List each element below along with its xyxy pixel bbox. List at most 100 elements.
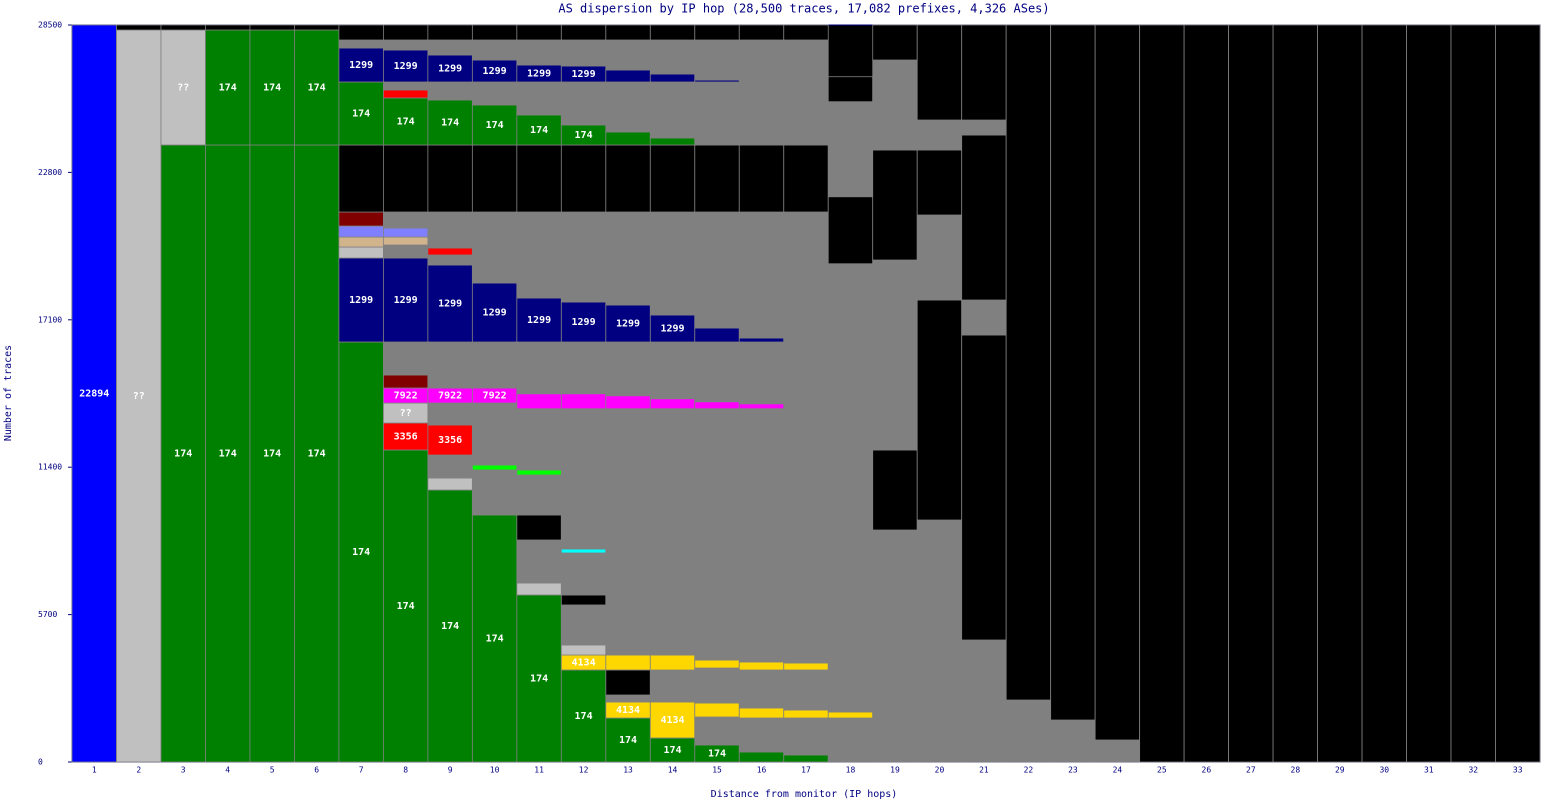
x-tick-label: 18 [846,766,856,775]
x-tick-label: 22 [1024,766,1034,775]
segment [560,341,607,395]
segment-label: 1299 [527,68,551,79]
segment-label: 7922 [438,391,462,402]
segment [649,654,696,671]
segment-label: 174 [174,448,192,459]
x-tick-label: 4 [225,766,230,775]
segment [560,211,607,303]
x-tick-label: 2 [136,766,141,775]
segment [205,29,251,146]
segment [694,327,740,343]
segment [382,211,429,229]
segment [471,469,518,516]
segment [961,24,1007,121]
segment [427,254,473,266]
segment [560,24,607,41]
segment [783,39,829,146]
segment [605,717,651,763]
y-tick-label: 11400 [38,463,62,472]
segment [827,101,874,198]
segment [872,529,918,763]
segment [427,341,473,389]
segment [471,402,518,466]
segment-label: ?? [133,391,145,402]
segment [649,669,696,703]
segment [649,408,696,656]
segment [1183,24,1230,763]
segment [516,514,562,541]
segment [427,264,473,343]
segment-label: 174 [263,82,281,93]
segment [516,81,562,116]
segment [961,299,1007,336]
segment-label: 174 [352,547,370,558]
segment [471,24,518,41]
segment [916,519,963,763]
segment [872,449,918,531]
segment [1050,719,1096,763]
segment [916,24,963,121]
y-axis-label: Number of traces [3,345,14,441]
segment-label: 1299 [349,295,373,306]
segment-label: 1299 [438,63,462,74]
segment [516,144,562,213]
segment [605,408,651,656]
segment [694,401,740,410]
segment [1317,24,1363,763]
segment [649,81,696,139]
segment [338,225,384,238]
segment [427,402,473,426]
segment [382,81,429,91]
segment [827,76,874,103]
segment [382,89,429,99]
chart-title: AS dispersion by IP hop (28,500 traces, … [558,2,1049,16]
segment [516,474,562,516]
segment [516,539,562,584]
segment [471,211,518,284]
segment [338,211,384,227]
segment [738,39,785,146]
segment [961,119,1007,136]
segment [427,247,473,256]
segment [1272,24,1318,763]
x-tick-label: 17 [801,766,811,775]
segment [783,211,829,664]
segment [827,717,874,763]
segment [738,408,785,663]
segment [205,144,251,763]
segment-label: 174 [575,130,593,141]
segment [516,24,562,41]
segment [605,144,651,213]
segment-label: 1299 [394,61,418,72]
segment-label: 174 [352,108,370,119]
segment [605,24,651,41]
x-tick-label: 30 [1379,766,1389,775]
segment [605,69,651,83]
segment-label: 174 [486,120,504,131]
x-tick-label: 23 [1068,766,1078,775]
x-tick-label: 1 [92,766,97,775]
segment [783,662,829,671]
segment [160,29,206,146]
segment [694,81,740,146]
segment [516,408,562,471]
segment [649,701,696,739]
segment [1005,699,1052,763]
segment [382,24,429,41]
segment [738,403,785,410]
segment [1139,24,1185,763]
segment [1228,24,1274,763]
segment-label: 174 [708,749,726,760]
segment [783,709,829,719]
segment [427,477,473,491]
segment-label: 174 [219,82,237,93]
segment-label: 1299 [483,66,507,77]
x-tick-label: 15 [712,766,722,775]
segment [427,24,473,41]
segment [249,29,295,146]
segment-label: 174 [530,125,548,136]
x-tick-label: 16 [757,766,767,775]
segment-label: 174 [486,633,504,644]
segment-label: 1299 [394,295,418,306]
segment-label: 174 [619,735,637,746]
